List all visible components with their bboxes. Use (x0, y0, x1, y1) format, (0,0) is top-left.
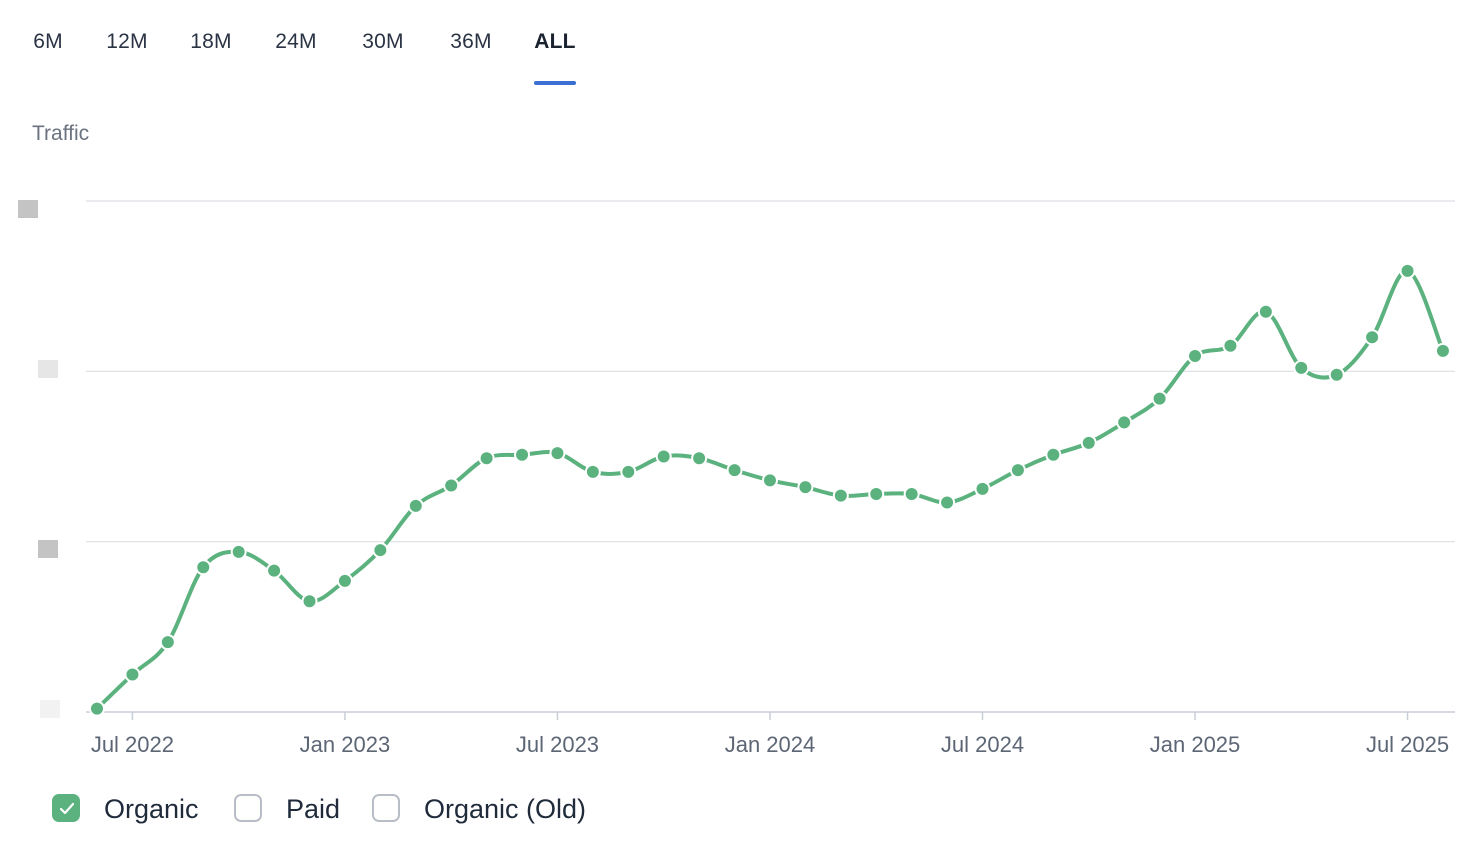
data-point (336, 572, 353, 589)
legend-label-organic-old: Organic (Old) (424, 794, 587, 824)
data-point (797, 479, 814, 496)
x-tick-label: Jan 2024 (725, 732, 816, 757)
legend-paid[interactable]: Paid (234, 790, 354, 834)
x-tick-label: Jan 2025 (1150, 732, 1241, 757)
tab-30m[interactable]: 30M (362, 30, 404, 53)
data-point (407, 497, 424, 514)
data-point (726, 462, 743, 479)
y-tick-label-redacted (40, 700, 60, 718)
tab-6m[interactable]: 6M (33, 30, 63, 53)
tab-12m[interactable]: 12M (106, 30, 148, 53)
data-point (1009, 462, 1026, 479)
legend-label-organic: Organic (104, 794, 199, 824)
data-point (1045, 446, 1062, 463)
data-point (832, 487, 849, 504)
time-range-tabs: 6M 12M 18M 24M 30M 36M ALL (0, 0, 1482, 90)
check-icon (59, 802, 75, 815)
data-point (691, 450, 708, 467)
data-point (1257, 303, 1274, 320)
data-point (761, 472, 778, 489)
data-point (124, 666, 141, 683)
data-point (1434, 342, 1451, 359)
data-point (195, 559, 212, 576)
data-point (549, 445, 566, 462)
y-tick-label-redacted (38, 540, 58, 558)
legend-label-paid: Paid (286, 794, 341, 824)
data-point (1399, 262, 1416, 279)
data-point (230, 543, 247, 560)
chart-title: Traffic (32, 122, 90, 145)
data-point (1364, 329, 1381, 346)
chart-gridlines (86, 200, 1455, 543)
series-line-organic (95, 268, 1445, 711)
data-point (514, 446, 531, 463)
x-tick-label: Jul 2023 (516, 732, 599, 757)
y-tick-label-redacted (18, 200, 38, 218)
data-point (89, 700, 105, 717)
checkbox-organic-old[interactable] (372, 794, 400, 822)
data-point (868, 485, 885, 502)
y-tick-label-redacted (38, 360, 58, 378)
checkbox-organic[interactable] (52, 794, 80, 822)
data-point (1116, 414, 1133, 431)
data-point (1151, 390, 1168, 407)
legend-organic[interactable]: Organic (52, 790, 212, 834)
data-point (372, 542, 389, 559)
data-point (478, 450, 495, 467)
series-organic (89, 262, 1451, 717)
data-point (266, 562, 283, 579)
x-tick-label: Jan 2023 (300, 732, 391, 757)
x-axis: Jul 2022 Jan 2023 Jul 2023 Jan 2024 Jul 2024… (86, 711, 1455, 757)
data-point (443, 477, 460, 494)
tab-36m[interactable]: 36M (450, 30, 492, 53)
tab-18m[interactable]: 18M (190, 30, 232, 53)
data-point (301, 593, 318, 610)
data-point (974, 480, 991, 497)
data-point (1187, 348, 1204, 365)
data-point (1328, 366, 1345, 383)
data-point (655, 448, 672, 465)
legend-organic-old[interactable]: Organic (Old) (372, 790, 612, 834)
data-point (903, 485, 920, 502)
data-point (620, 463, 637, 480)
x-tick-label: Jul 2025 (1366, 732, 1449, 757)
x-tick-label: Jul 2024 (941, 732, 1024, 757)
data-point (584, 463, 601, 480)
data-point (1080, 434, 1097, 451)
tab-24m[interactable]: 24M (275, 30, 317, 53)
checkbox-paid[interactable] (234, 794, 262, 822)
data-point (1293, 359, 1310, 376)
data-point (939, 494, 956, 511)
data-point (1222, 337, 1239, 354)
tab-all[interactable]: ALL (534, 30, 576, 86)
x-tick-label: Jul 2022 (91, 732, 174, 757)
traffic-chart: Jul 2022 Jan 2023 Jul 2023 Jan 2024 Jul 2024… (86, 200, 1455, 757)
data-point (159, 634, 176, 651)
